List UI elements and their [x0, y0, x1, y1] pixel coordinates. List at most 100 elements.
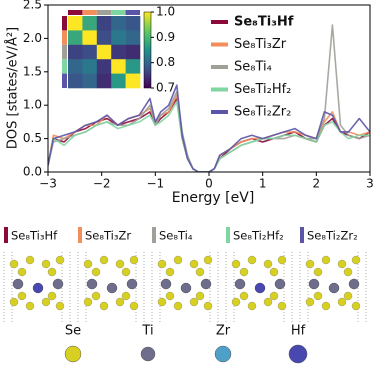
se-atom	[25, 301, 35, 311]
structure-label: Se₈Ti₃Zr	[85, 229, 131, 243]
heat-cell	[82, 44, 98, 60]
col-stripe	[68, 10, 83, 15]
se-atom	[91, 267, 101, 277]
heat-cell	[111, 73, 126, 89]
metal-atom	[200, 278, 212, 290]
se-atom	[173, 255, 183, 265]
se-atom	[239, 267, 249, 277]
x-axis-label: Energy [eV]	[172, 190, 255, 206]
se-atom	[55, 301, 65, 311]
heat-cell	[125, 73, 141, 89]
heat-cell	[125, 59, 141, 74]
se-atom	[203, 255, 213, 265]
metal-atom	[52, 278, 64, 290]
metal-atom	[86, 278, 98, 290]
metal-atom	[254, 282, 266, 294]
se-atom	[321, 255, 331, 265]
dos-line	[48, 84, 370, 172]
colorbar-tick-label: 0.7	[156, 81, 175, 95]
se-atom	[129, 255, 139, 265]
metal-atom	[12, 278, 24, 290]
heat-cell	[82, 73, 98, 89]
colorbar-tick-label: 1.0	[156, 5, 175, 19]
se-atom	[313, 267, 323, 277]
se-atom	[17, 267, 27, 277]
se-atom	[165, 267, 175, 277]
se-atom	[239, 291, 249, 301]
colorbar-tick-label: 0.9	[156, 30, 175, 44]
structure-label: Se₈Ti₄	[159, 229, 193, 243]
heat-cell	[111, 16, 126, 31]
se-atom	[343, 267, 353, 277]
y-tick-label: 0.5	[23, 131, 42, 145]
row-stripe	[62, 16, 67, 31]
y-tick-label: 2.5	[23, 0, 42, 12]
se-atom	[351, 301, 361, 311]
structure-swatch	[226, 227, 230, 243]
legend-label: Se₈Ti₂Zr₂	[234, 105, 291, 120]
heat-cell	[96, 16, 112, 31]
col-stripe	[96, 10, 112, 15]
heat-cell	[82, 30, 98, 46]
metal-atom	[126, 278, 138, 290]
se-atom	[337, 297, 347, 307]
se-atom	[269, 291, 279, 301]
structure-swatch	[4, 227, 8, 243]
y-axis-label: DOS [states/eV/Å²]	[5, 27, 21, 149]
heat-cell	[125, 16, 141, 31]
element-sphere	[288, 344, 308, 364]
element-label: Se	[65, 324, 81, 339]
se-atom	[337, 259, 347, 269]
se-atom	[305, 259, 315, 269]
colorbar	[143, 11, 152, 89]
se-atom	[121, 267, 131, 277]
se-atom	[83, 297, 93, 307]
legend-label: Se₈Ti₃Hf	[234, 15, 294, 30]
row-stripe	[62, 73, 67, 88]
row-stripe	[62, 59, 67, 74]
heat-cell	[111, 44, 126, 60]
heat-cell	[125, 30, 141, 46]
se-atom	[165, 291, 175, 301]
heat-cell	[68, 16, 83, 31]
se-atom	[247, 255, 257, 265]
se-atom	[313, 291, 323, 301]
se-atom	[91, 291, 101, 301]
metal-atom	[106, 282, 118, 294]
heat-cell	[68, 73, 83, 89]
structure-label: Se₈Ti₂Hf₂	[233, 229, 284, 243]
se-atom	[343, 291, 353, 301]
x-tick-label: −2	[93, 177, 111, 191]
se-atom	[189, 259, 199, 269]
se-atom	[9, 297, 19, 307]
se-atom	[189, 297, 199, 307]
metal-atom	[234, 278, 246, 290]
y-tick-label: 1.0	[23, 98, 42, 112]
se-atom	[83, 259, 93, 269]
se-atom	[41, 297, 51, 307]
element-sphere	[140, 346, 156, 362]
se-atom	[269, 267, 279, 277]
se-atom	[157, 297, 167, 307]
se-atom	[129, 301, 139, 311]
structure-label: Se₈Ti₃Hf	[11, 229, 58, 243]
se-atom	[263, 297, 273, 307]
metal-atom	[328, 282, 340, 294]
se-atom	[351, 255, 361, 265]
row-stripe	[62, 44, 67, 60]
se-atom	[195, 291, 205, 301]
se-atom	[47, 267, 57, 277]
se-atom	[99, 301, 109, 311]
legend-label: Se₈Ti₄	[234, 60, 272, 75]
se-atom	[115, 297, 125, 307]
heat-cell	[68, 44, 83, 60]
heat-cell	[68, 30, 83, 46]
se-atom	[321, 301, 331, 311]
se-atom	[231, 297, 241, 307]
dos-line	[48, 94, 370, 172]
se-atom	[305, 297, 315, 307]
metal-atom	[274, 278, 286, 290]
heat-cell	[96, 30, 112, 46]
se-atom	[231, 259, 241, 269]
col-stripe	[111, 10, 126, 15]
